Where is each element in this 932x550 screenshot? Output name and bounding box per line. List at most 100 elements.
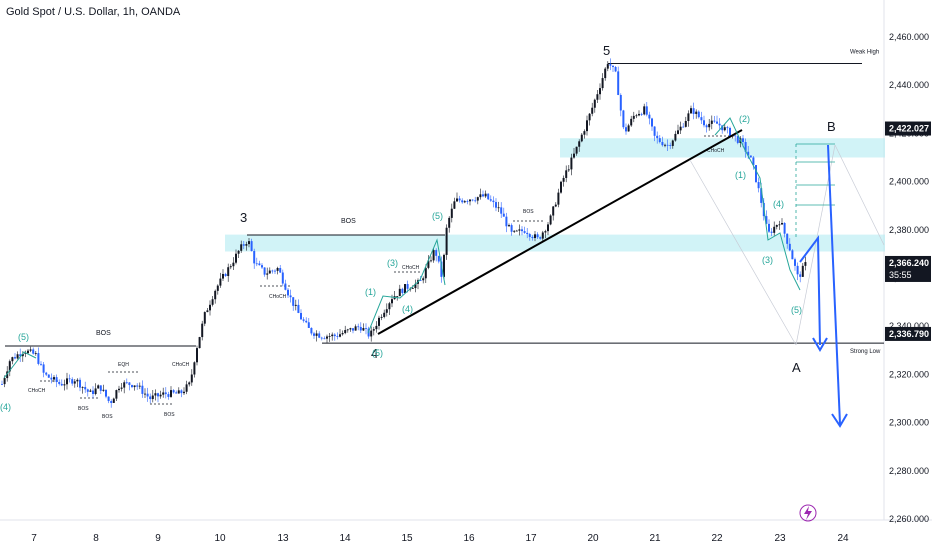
- candle-body: [770, 231, 773, 233]
- candle-body: [320, 337, 323, 339]
- candle-body: [773, 226, 776, 233]
- candle-body: [271, 270, 274, 272]
- candle-body: [16, 354, 19, 359]
- low-tag-text: 2,336.790: [889, 329, 929, 339]
- candle-body: [614, 67, 617, 72]
- candle-body: [695, 111, 698, 114]
- candle-body: [24, 353, 27, 354]
- time-tick-label: 10: [214, 533, 226, 544]
- time-axis[interactable]: 7 8 9 10 13 14 15 16 17 20 21 22 23 24: [31, 533, 849, 544]
- candle-body: [32, 349, 35, 354]
- candle-body: [596, 94, 599, 100]
- candle-body: [66, 378, 68, 385]
- candle-body: [593, 99, 596, 108]
- candle-body: [749, 155, 752, 158]
- candle-body: [690, 108, 692, 114]
- bos-label-small-3: BOS: [164, 412, 175, 418]
- candle-body: [656, 135, 659, 139]
- weak-high-label: Weak High: [850, 50, 879, 56]
- candle-body: [401, 288, 404, 294]
- candle-body: [500, 207, 503, 214]
- candle-body: [508, 225, 510, 227]
- candle-body: [713, 120, 716, 122]
- lightning-icon[interactable]: [799, 504, 817, 522]
- candle-body: [510, 225, 513, 232]
- candle-body: [261, 265, 263, 268]
- time-tick-label: 7: [31, 533, 37, 544]
- candle-body: [341, 333, 344, 335]
- candle-body: [729, 127, 731, 137]
- candle-body: [794, 259, 796, 266]
- uptrend-line: [377, 129, 743, 335]
- candle-body: [726, 127, 729, 129]
- time-tick-label: 23: [774, 533, 786, 544]
- candle-body: [469, 199, 471, 202]
- candle-body: [203, 312, 206, 324]
- subwave-3-right: (3): [762, 255, 773, 265]
- candle-body: [58, 382, 61, 384]
- candle-body: [131, 385, 133, 388]
- candle-body: [362, 328, 365, 331]
- candle-body: [359, 326, 362, 331]
- candle-body: [718, 123, 721, 126]
- choch-label-3: CHoCH: [269, 294, 287, 300]
- candle-body: [63, 384, 66, 386]
- subwave-2-right: (2): [739, 114, 750, 124]
- candle-body: [643, 106, 646, 115]
- choch-label-4: CHoCH: [402, 265, 420, 271]
- subwave-5-right: (5): [791, 305, 802, 315]
- bos-label-small-1: BOS: [78, 406, 89, 412]
- price-tick-label: 2,280.000: [889, 466, 929, 476]
- candle-body: [669, 145, 672, 146]
- candle-body: [21, 353, 24, 357]
- candle-body: [235, 253, 237, 263]
- projection-arrow: [799, 144, 848, 428]
- candle-body: [375, 325, 378, 330]
- candle-body: [625, 127, 627, 132]
- candle-body: [378, 317, 380, 326]
- candle-body: [27, 350, 29, 354]
- candle-body: [411, 288, 414, 289]
- countdown-text: 35:55: [889, 270, 912, 280]
- subwave-1-mid: (1): [365, 287, 376, 297]
- candle-body: [781, 223, 783, 225]
- candle-body: [133, 385, 136, 388]
- candle-body: [573, 153, 575, 158]
- candle-body: [705, 125, 708, 128]
- candle-body: [289, 295, 292, 298]
- candle-body: [560, 181, 562, 193]
- candle-body: [453, 201, 456, 209]
- candle-body: [679, 126, 682, 131]
- candle-body: [427, 260, 430, 268]
- candle-body: [37, 353, 40, 364]
- candle-body: [651, 118, 653, 127]
- time-tick-label: 8: [93, 533, 99, 544]
- candle-body: [575, 146, 578, 154]
- candle-body: [180, 390, 183, 394]
- candle-body: [240, 244, 243, 251]
- candle-body: [11, 357, 14, 362]
- candle-body: [6, 371, 9, 379]
- candle-body: [755, 165, 757, 183]
- candle-body: [53, 377, 55, 380]
- candle-body: [196, 348, 198, 363]
- candle-body: [721, 125, 724, 131]
- target-box: [795, 143, 835, 240]
- candle-body: [138, 385, 141, 387]
- candle-body: [45, 372, 48, 375]
- price-tick-label: 2,400.000: [889, 177, 929, 187]
- structure-marks: [40, 135, 730, 405]
- candle-body: [183, 391, 185, 394]
- candle-body: [664, 144, 666, 146]
- candle-body: [313, 333, 315, 336]
- candle-body: [170, 390, 172, 397]
- candle-body: [505, 216, 508, 227]
- candle-body: [19, 354, 22, 357]
- candle-body: [804, 262, 807, 266]
- candle-body: [632, 115, 635, 119]
- candle-body: [255, 263, 258, 265]
- candle-body: [588, 113, 591, 121]
- candle-body: [237, 250, 240, 254]
- candle-body: [292, 297, 295, 306]
